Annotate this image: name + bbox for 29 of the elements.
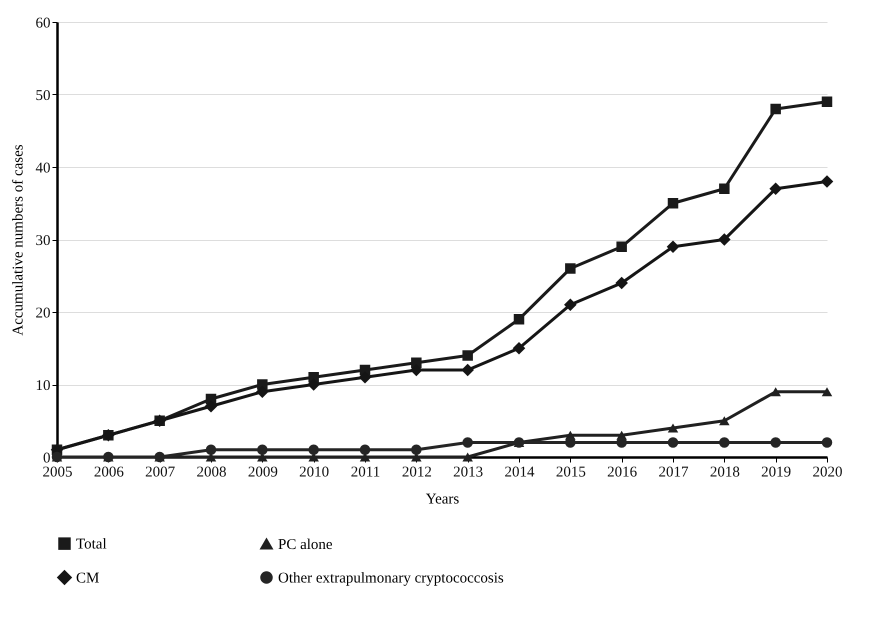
y-tick-label: 20 [36,306,50,322]
legend-label: Other extrapulmonary cryptococcosis [278,570,504,586]
x-tick-label: 2020 [812,464,842,480]
x-axis-title: Years [426,492,460,508]
x-tick-label: 2017 [658,464,689,480]
y-tick-label: 60 [36,16,50,32]
x-tick-label: 2014 [504,464,535,480]
y-tick-label: 40 [36,160,50,176]
x-tick-label: 2008 [196,464,226,480]
x-tick-label: 2006 [94,464,124,480]
y-tick-label: 50 [36,88,50,104]
x-tick-label: 2012 [402,464,432,480]
legend-label: Total [76,536,107,553]
x-tick-label: 2010 [299,464,330,480]
legend-label: PC alone [278,536,333,553]
y-tick-label: 30 [36,233,50,249]
legend-label: CM [76,570,100,586]
x-tick-label: 2007 [145,464,176,480]
x-tick-label: 2019 [761,464,792,480]
y-axis-title: Accumulative numbers of cases [10,144,26,336]
y-tick-label: 0 [43,450,50,466]
x-tick-label: 2015 [556,464,586,480]
x-tick-label: 2005 [42,464,72,480]
y-tick-label: 10 [36,378,50,394]
x-tick-label: 2018 [710,464,740,480]
x-tick-label: 2011 [350,464,380,480]
x-tick-label: 2016 [607,464,638,480]
x-tick-label: 2009 [248,464,278,480]
x-tick-label: 2013 [453,464,484,480]
